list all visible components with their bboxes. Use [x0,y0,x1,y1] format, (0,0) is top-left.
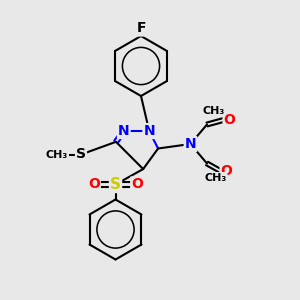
Text: N: N [118,124,130,138]
Text: CH₃: CH₃ [204,173,226,183]
Text: O: O [224,113,236,127]
Text: N: N [185,137,196,151]
Text: O: O [88,178,100,191]
Text: N: N [143,124,155,138]
Text: O: O [220,164,232,178]
Text: S: S [110,177,121,192]
Text: CH₃: CH₃ [46,149,68,160]
Text: S: S [76,148,86,161]
Text: CH₃: CH₃ [202,106,225,116]
Text: O: O [131,178,143,191]
Text: F: F [136,22,146,35]
